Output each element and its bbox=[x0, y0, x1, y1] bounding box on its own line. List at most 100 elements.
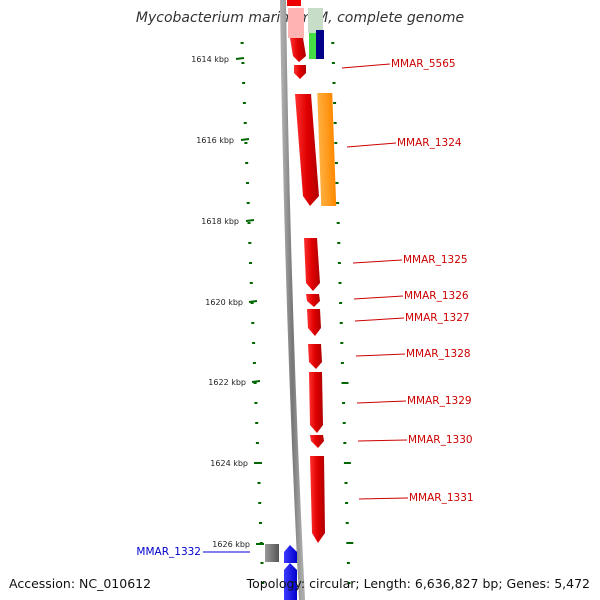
gene-feature-navy[interactable] bbox=[316, 30, 324, 59]
tick-mark bbox=[258, 502, 262, 504]
gene-label-mmar-1330[interactable]: MMAR_1330 bbox=[408, 434, 473, 446]
tick-mark bbox=[342, 402, 346, 404]
tick-mark bbox=[334, 142, 338, 144]
gene-label-mmar-5565[interactable]: MMAR_5565 bbox=[391, 58, 456, 70]
gene-arrow-forward[interactable] bbox=[294, 65, 306, 79]
scale-label: 1622 kbp bbox=[208, 378, 246, 387]
tick-track-left bbox=[240, 42, 265, 584]
tick-mark bbox=[249, 282, 253, 284]
gene-arrow-reverse[interactable] bbox=[284, 563, 297, 600]
tick-mark bbox=[336, 202, 340, 204]
tick-mark bbox=[343, 442, 347, 444]
scale-labels: 1614 kbp 1616 kbp 1618 kbp 1620 kbp 1622… bbox=[191, 55, 264, 549]
tick-mark bbox=[340, 362, 344, 364]
feature-grey[interactable] bbox=[265, 544, 279, 562]
tick-mark bbox=[331, 62, 335, 64]
gene-arrow-mmar-1328[interactable] bbox=[308, 344, 322, 369]
accession-text: Accession: NC_010612 bbox=[9, 576, 152, 591]
scale-label: 1616 kbp bbox=[196, 136, 234, 145]
gene-arrow-mmar-1325[interactable] bbox=[304, 238, 320, 291]
tick-mark bbox=[332, 82, 336, 84]
tick-mark bbox=[260, 562, 264, 564]
tick-mark bbox=[346, 542, 354, 544]
gene-feature[interactable] bbox=[287, 0, 301, 6]
gene-label-mmar-1324[interactable]: MMAR_1324 bbox=[397, 137, 462, 149]
scale-label: 1614 kbp bbox=[191, 55, 229, 64]
gene-label-mmar-1325[interactable]: MMAR_1325 bbox=[403, 254, 468, 266]
tick-mark bbox=[252, 362, 256, 364]
tick-mark bbox=[337, 242, 341, 244]
topology-text: Topology: circular; Length: 6,636,827 bp… bbox=[246, 576, 590, 591]
tick-mark bbox=[333, 122, 337, 124]
gene-arrow-mmar-1326[interactable] bbox=[306, 294, 320, 307]
scale-label: 1618 kbp bbox=[201, 217, 239, 226]
gene-arrow-mmar-1327[interactable] bbox=[307, 309, 321, 336]
tick-mark bbox=[259, 522, 262, 524]
tick-mark bbox=[342, 422, 346, 424]
tick-mark bbox=[245, 162, 249, 164]
gene-feature-faded[interactable] bbox=[308, 8, 323, 33]
gene-arrow-forward[interactable] bbox=[290, 38, 306, 62]
scale-label: 1624 kbp bbox=[210, 459, 248, 468]
tick-mark bbox=[334, 162, 338, 164]
tick-mark bbox=[333, 102, 337, 104]
feature-group-top[interactable] bbox=[287, 0, 324, 79]
tick-mark bbox=[338, 282, 342, 284]
tick-mark bbox=[341, 382, 349, 384]
gene-feature-faded[interactable] bbox=[288, 8, 304, 38]
tick-mark bbox=[344, 482, 348, 484]
label-connectors bbox=[203, 63, 409, 553]
tick-mark bbox=[340, 342, 344, 344]
gene-arrow-mmar-1324[interactable] bbox=[295, 94, 319, 206]
tick-mark bbox=[246, 182, 249, 184]
tick-mark bbox=[246, 202, 250, 204]
tick-mark bbox=[343, 462, 351, 464]
tick-mark bbox=[243, 122, 247, 124]
tick-mark bbox=[345, 502, 349, 504]
tick-mark bbox=[261, 582, 265, 584]
tick-mark bbox=[337, 262, 341, 264]
gene-label-mmar-1332[interactable]: MMAR_1332 bbox=[136, 546, 201, 558]
gene-arrow-mmar-1331[interactable] bbox=[310, 456, 325, 543]
tick-mark bbox=[249, 262, 252, 264]
tick-mark bbox=[339, 322, 343, 324]
tick-mark bbox=[244, 142, 248, 144]
tick-mark bbox=[255, 422, 259, 424]
tick-mark bbox=[335, 182, 339, 184]
tick-mark bbox=[346, 562, 350, 564]
gene-label-mmar-1331[interactable]: MMAR_1331 bbox=[409, 492, 474, 504]
gene-label-mmar-1329[interactable]: MMAR_1329 bbox=[407, 395, 472, 407]
tick-mark bbox=[331, 42, 335, 44]
feature-orange[interactable] bbox=[317, 93, 337, 206]
tick-mark bbox=[251, 322, 255, 324]
tick-mark bbox=[336, 222, 340, 224]
tick-track-right bbox=[331, 42, 354, 584]
gene-arrow-mmar-1329[interactable] bbox=[309, 372, 323, 433]
scale-label: 1620 kbp bbox=[205, 298, 243, 307]
gene-label-mmar-1327[interactable]: MMAR_1327 bbox=[405, 312, 470, 324]
tick-mark bbox=[248, 242, 252, 244]
gene-labels: MMAR_5565 MMAR_1324 MMAR_1325 MMAR_1326 … bbox=[136, 58, 473, 558]
tick-mark bbox=[242, 82, 246, 84]
tick-mark bbox=[345, 522, 349, 524]
tick-mark bbox=[250, 302, 254, 304]
tick-mark bbox=[240, 42, 244, 44]
scale-label: 1626 kbp bbox=[212, 540, 250, 549]
gene-arrow-mmar-1332[interactable] bbox=[284, 545, 297, 563]
tick-mark bbox=[257, 482, 261, 484]
tick-mark bbox=[254, 402, 258, 404]
tick-mark bbox=[339, 302, 343, 304]
gene-feature-green[interactable] bbox=[309, 33, 317, 59]
gene-label-mmar-1326[interactable]: MMAR_1326 bbox=[404, 290, 469, 302]
tick-mark bbox=[242, 102, 246, 104]
gene-label-mmar-1328[interactable]: MMAR_1328 bbox=[406, 348, 471, 360]
tick-mark bbox=[252, 342, 256, 344]
tick-mark bbox=[253, 382, 257, 384]
genome-backbone bbox=[280, 0, 305, 600]
tick-mark bbox=[247, 222, 251, 224]
tick-mark bbox=[347, 582, 351, 584]
tick-mark bbox=[241, 62, 245, 64]
gene-arrow-mmar-1330[interactable] bbox=[310, 435, 324, 448]
